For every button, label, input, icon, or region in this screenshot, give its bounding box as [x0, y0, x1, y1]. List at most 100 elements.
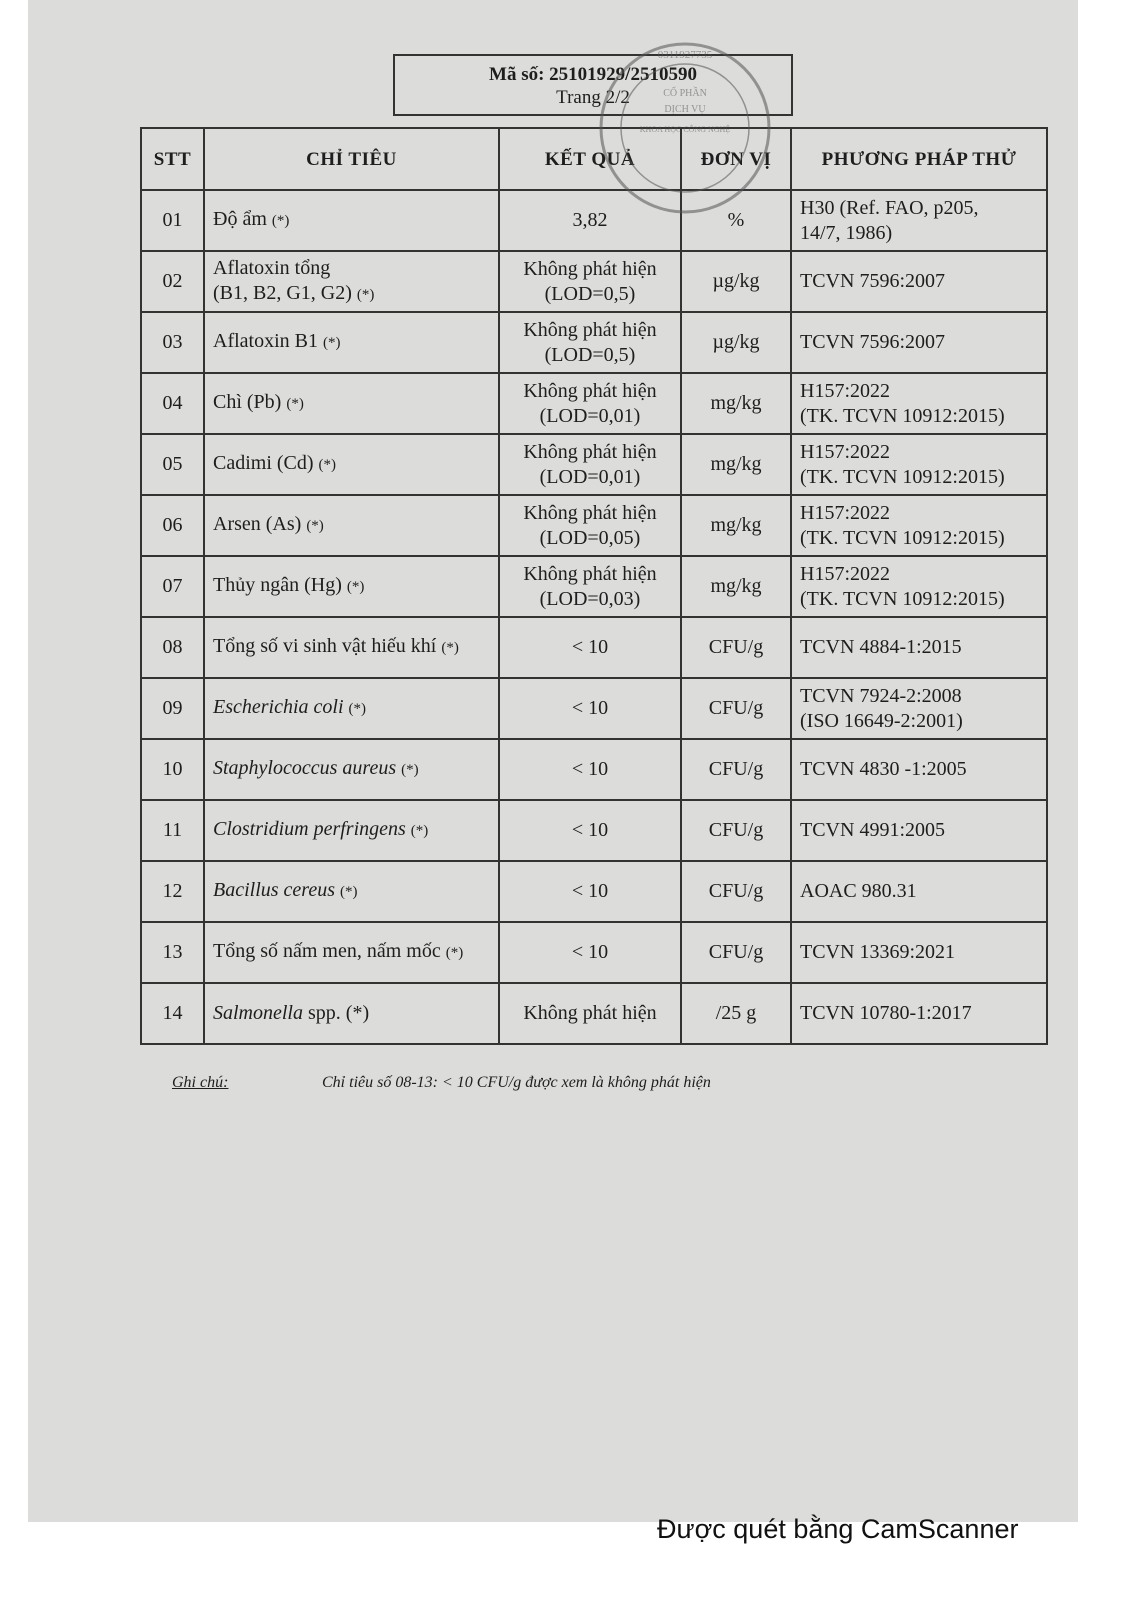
cell-stt: 08 — [140, 616, 205, 679]
table-row: 02 Aflatoxin tổng (B1, B2, G1, G2) (*) Khôn… — [140, 250, 1048, 313]
method-line1: TCVN 4991:2005 — [800, 819, 945, 841]
cell-result: Không phát hiện (LOD=0,5) — [498, 250, 682, 313]
criteria-suffix: (*) — [401, 762, 419, 778]
cell-criteria: Thủy ngân (Hg) (*) — [203, 555, 500, 618]
cell-result: Không phát hiện (LOD=0,5) — [498, 311, 682, 374]
result-value: Không phát hiện — [523, 440, 657, 463]
cell-result: < 10 — [498, 616, 682, 679]
cell-method: H30 (Ref. FAO, p205, 14/7, 1986) — [790, 189, 1048, 252]
cell-criteria: Bacillus cereus (*) — [203, 860, 500, 923]
cell-result: Không phát hiện (LOD=0,01) — [498, 372, 682, 435]
cell-method: H157:2022 (TK. TCVN 10912:2015) — [790, 555, 1048, 618]
cell-stt: 14 — [140, 982, 205, 1045]
criteria-name: Salmonella — [213, 1002, 303, 1024]
cell-criteria: Arsen (As) (*) — [203, 494, 500, 557]
criteria-name: Arsen (As) — [213, 513, 302, 535]
table-row: 14 Salmonella spp. (*) Không phát hiện/25 … — [140, 982, 1048, 1045]
result-value: 3,82 — [572, 209, 608, 231]
table-row: 08 Tổng số vi sinh vật hiếu khí (*) < 10 CF… — [140, 616, 1048, 679]
cell-result: Không phát hiện (LOD=0,03) — [498, 555, 682, 618]
result-value: Không phát hiện — [523, 318, 657, 341]
cell-stt: 05 — [140, 433, 205, 496]
result-value: < 10 — [571, 758, 609, 780]
camscanner-watermark: Được quét bằng CamScanner — [657, 1514, 1019, 1544]
document-code: Mã số: 25101929/2510590 — [489, 64, 697, 85]
cell-unit: mg/kg — [680, 494, 792, 557]
cell-result: < 10 — [498, 677, 682, 740]
method-line1: AOAC 980.31 — [800, 880, 917, 902]
cell-method: TCVN 10780-1:2017 — [790, 982, 1048, 1045]
table-row: 01 Độ ẩm (*) 3,82% H30 (Ref. FAO, p205, 14/7… — [140, 189, 1048, 252]
cell-criteria: Tổng số nấm men, nấm mốc (*) — [203, 921, 500, 984]
cell-criteria: Chì (Pb) (*) — [203, 372, 500, 435]
table-row: 06 Arsen (As) (*) Không phát hiện (LOD=0,05… — [140, 494, 1048, 557]
result-lod: (LOD=0,5) — [544, 282, 636, 305]
cell-unit: CFU/g — [680, 860, 792, 923]
method-line2: (TK. TCVN 10912:2015) — [800, 465, 1005, 488]
method-line2: (TK. TCVN 10912:2015) — [800, 526, 1005, 549]
result-value: Không phát hiện — [523, 1002, 657, 1024]
criteria-name: Cadimi (Cd) — [213, 452, 314, 474]
table-row: 09 Escherichia coli (*) < 10 CFU/g TCVN 7924… — [140, 677, 1048, 740]
table-row: 13 Tổng số nấm men, nấm mốc (*) < 10 CFU/g T… — [140, 921, 1048, 984]
method-line1: TCVN 10780-1:2017 — [800, 1002, 972, 1024]
cell-method: TCVN 13369:2021 — [790, 921, 1048, 984]
cell-unit: % — [680, 189, 792, 252]
method-line2: (TK. TCVN 10912:2015) — [800, 404, 1005, 427]
cell-criteria: Aflatoxin tổng (B1, B2, G1, G2) (*) — [203, 250, 500, 313]
note-label: Ghi chú: — [172, 1074, 229, 1091]
cell-result: Không phát hiện — [498, 982, 682, 1045]
table-row: 05 Cadimi (Cd) (*) Không phát hiện (LOD=0,0… — [140, 433, 1048, 496]
method-line1: TCVN 7596:2007 — [800, 331, 945, 353]
note-text: Chỉ tiêu số 08-13: < 10 CFU/g được xem l… — [322, 1074, 711, 1091]
criteria-suffix: (*) — [286, 396, 304, 412]
cell-stt: 10 — [140, 738, 205, 801]
criteria-name: Tổng số nấm men, nấm mốc — [213, 940, 441, 962]
cell-result: Không phát hiện (LOD=0,01) — [498, 433, 682, 496]
cell-criteria: Salmonella spp. (*) — [203, 982, 500, 1045]
cell-method: TCVN 7924-2:2008 (ISO 16649-2:2001) — [790, 677, 1048, 740]
cell-unit: µg/kg — [680, 311, 792, 374]
table-row: 12 Bacillus cereus (*) < 10 CFU/g AOAC 980.3… — [140, 860, 1048, 923]
result-value: < 10 — [571, 941, 609, 963]
result-lod: (LOD=0,01) — [539, 404, 641, 427]
table-row: 04 Chì (Pb) (*) Không phát hiện (LOD=0,01) m… — [140, 372, 1048, 435]
result-value: Không phát hiện — [523, 379, 657, 402]
method-line1: TCVN 7596:2007 — [800, 270, 945, 292]
cell-stt: 07 — [140, 555, 205, 618]
criteria-suffix: (*) — [356, 286, 375, 303]
header-method: PHƯƠNG PHÁP THỬ — [790, 127, 1048, 191]
cell-result: < 10 — [498, 860, 682, 923]
cell-method: TCVN 4991:2005 — [790, 799, 1048, 862]
cell-stt: 12 — [140, 860, 205, 923]
cell-method: TCVN 4830 -1:2005 — [790, 738, 1048, 801]
cell-unit: CFU/g — [680, 799, 792, 862]
criteria-suffix: spp. (*) — [308, 1002, 370, 1024]
method-line2: (TK. TCVN 10912:2015) — [800, 587, 1005, 610]
cell-result: 3,82 — [498, 189, 682, 252]
criteria-suffix: (*) — [318, 457, 337, 473]
method-line1: H157:2022 — [800, 440, 890, 463]
criteria-suffix: (*) — [441, 640, 459, 656]
cell-method: H157:2022 (TK. TCVN 10912:2015) — [790, 433, 1048, 496]
result-value: < 10 — [571, 636, 609, 658]
criteria-name: Chì (Pb) — [213, 391, 282, 413]
result-value: < 10 — [571, 880, 609, 902]
cell-unit: mg/kg — [680, 555, 792, 618]
result-lod: (LOD=0,05) — [539, 526, 641, 549]
method-line1: H30 (Ref. FAO, p205, — [800, 196, 979, 219]
cell-result: < 10 — [498, 799, 682, 862]
result-lod: (LOD=0,5) — [544, 343, 636, 366]
criteria-suffix: (*) — [340, 884, 358, 900]
cell-unit: mg/kg — [680, 433, 792, 496]
cell-criteria: Độ ẩm (*) — [203, 189, 500, 252]
criteria-name: Độ ẩm — [213, 208, 267, 230]
criteria-suffix: (*) — [410, 823, 429, 839]
cell-result: < 10 — [498, 738, 682, 801]
cell-criteria: Escherichia coli (*) — [203, 677, 500, 740]
cell-stt: 06 — [140, 494, 205, 557]
cell-method: H157:2022 (TK. TCVN 10912:2015) — [790, 494, 1048, 557]
criteria-suffix: (*) — [323, 335, 341, 351]
cell-method: H157:2022 (TK. TCVN 10912:2015) — [790, 372, 1048, 435]
criteria-name: Staphylococcus aureus — [213, 757, 397, 779]
